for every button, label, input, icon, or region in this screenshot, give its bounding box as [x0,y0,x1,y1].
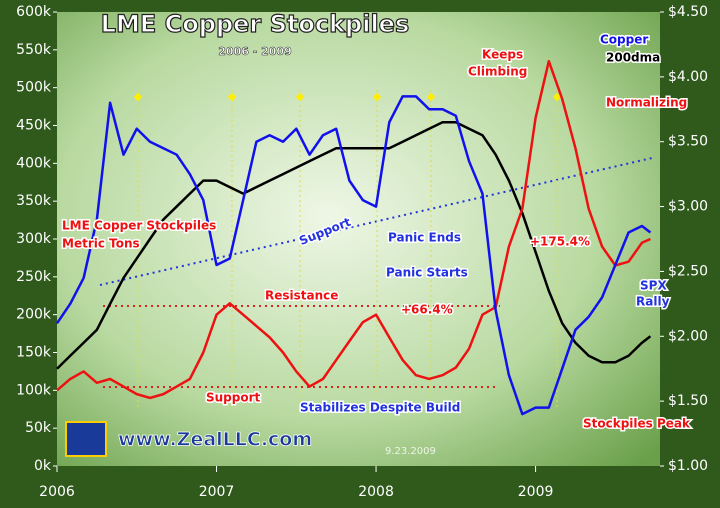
y-tick-label: 450k [16,118,52,134]
annotation: +175.4% [530,235,590,249]
y2-tick-label: $1.50 [668,393,708,409]
y2-tick-label: $4.00 [668,69,708,85]
annotation: +66.4% [401,303,453,317]
y-tick-label: 0k [34,458,52,474]
annotation: Climbing [468,65,527,79]
y2-tick-label: $2.50 [668,263,708,279]
annotation: Stockpiles Peak [583,417,691,431]
diamond [426,92,436,102]
x-tick-label: 2008 [358,484,394,500]
x-tick-label: 2009 [518,484,554,500]
annotation: Keeps [482,48,523,62]
support-trend [99,157,653,286]
y2-tick-label: $3.50 [668,134,708,150]
y-tick-label: 600k [16,4,52,20]
y-tick-label: 50k [25,420,52,436]
annotation: Rally [636,295,670,309]
y-tick-label: 200k [16,307,52,323]
y-tick-label: 350k [16,193,52,209]
diamond [372,92,382,102]
chart-title: LME Copper Stockpiles [101,10,409,38]
annotation: Normalizing [606,96,687,110]
y-tick-label: 400k [16,155,52,171]
chart-subtitle: 2006 - 2009 [218,45,291,58]
y2-tick-label: $1.00 [668,458,708,474]
y-tick-label: 100k [16,382,52,398]
y2-tick-label: $2.00 [668,328,708,344]
logo [65,421,107,457]
series-label: LME Copper Stockpiles [62,219,216,233]
series-label: Copper [600,33,648,47]
annotation: SPX [640,279,667,293]
date-stamp: 9.23.2009 [385,446,436,457]
x-tick-label: 2007 [199,484,235,500]
y-tick-label: 250k [16,269,52,285]
series-label: 200dma [606,51,660,65]
series-line [55,95,652,416]
series-line [56,121,652,370]
y-tick-label: 550k [16,42,52,58]
diamond [133,92,143,102]
y2-tick-label: $3.00 [668,199,708,215]
annotation: Panic Ends [388,231,461,245]
y-tick-label: 500k [16,80,52,96]
diamond [227,92,237,102]
annotation: Stabilizes Despite Build [300,401,460,415]
diamond [295,92,305,102]
series-line [56,59,651,400]
x-tick-label: 2006 [39,484,75,500]
annotation: Panic Starts [386,266,468,280]
y-tick-label: 300k [16,231,52,247]
y2-tick-label: $4.50 [668,4,708,20]
annotation: Resistance [265,289,338,303]
y-tick-label: 150k [16,345,52,361]
watermark: www.ZealLLC.com [118,429,312,451]
annotation: Support [206,391,261,405]
annotation: Metric Tons [62,237,140,251]
